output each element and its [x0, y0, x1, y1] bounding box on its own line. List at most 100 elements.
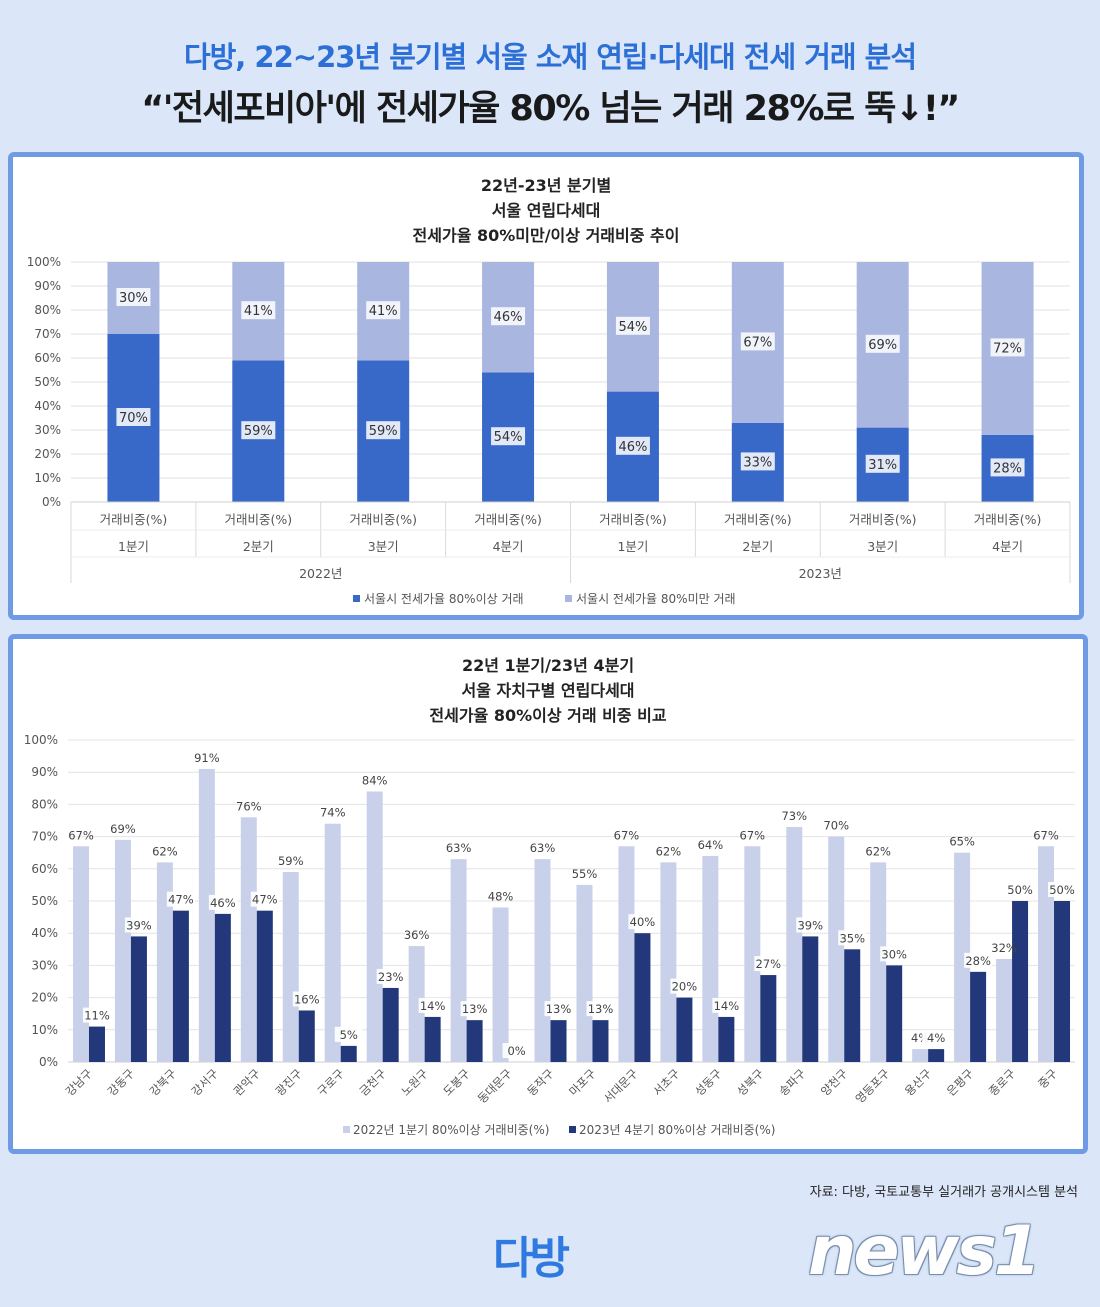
chart1-y-tick: 70%: [34, 327, 61, 341]
chart2-bar-2022q1: [198, 768, 215, 1062]
chart2-bar-2023q4: [592, 1020, 609, 1062]
chart1-quarter-label: 3분기: [368, 539, 399, 554]
chart2-data-label-2022: 74%: [320, 806, 346, 820]
chart1-data-label: 46%: [618, 440, 647, 455]
chart2-legend-label: 2023년 4분기 80%이상 거래비중(%): [579, 1123, 775, 1137]
chart2-data-label-2023: 0%: [507, 1044, 525, 1058]
chart2-bar-2022q1: [240, 817, 257, 1062]
chart2-bar-2023q4: [424, 1016, 441, 1062]
chart1-label-bg: [241, 421, 276, 440]
chart1-data-label: 70%: [119, 411, 148, 426]
chart2-title: 22년 1분기/23년 4분기 서울 자치구별 연립다세대 전세가율 80%이상…: [13, 653, 1083, 728]
chart2-data-label-2023: 11%: [84, 1009, 110, 1023]
chart2-legend-swatch: [343, 1126, 350, 1133]
chart1-data-label: 69%: [868, 338, 897, 353]
chart1-category-label: 거래비중(%): [849, 512, 917, 527]
chart2-bar-2022q1: [702, 855, 719, 1062]
chart2-label-bg: [376, 968, 405, 984]
chart2-label-bg: [670, 978, 699, 994]
chart2-data-label-2023: 47%: [168, 893, 194, 907]
chart1-label-bg: [740, 452, 775, 471]
chart1-quarter-label: 4분기: [493, 539, 524, 554]
chart2-district-label: 마포구: [566, 1066, 598, 1098]
chart1-label-bg: [116, 408, 151, 426]
chart2-district-label: 동대문구: [475, 1066, 515, 1106]
chart2-data-label-2023: 30%: [881, 947, 907, 961]
chart2-district-label: 구로구: [315, 1066, 347, 1098]
chart2-y-tick: 50%: [31, 894, 58, 908]
chart1-year-label: 2022년: [299, 566, 342, 581]
chart2-district-label: 양천구: [818, 1066, 850, 1098]
chart2-label-bg: [418, 997, 447, 1013]
chart2-legend-swatch: [569, 1126, 576, 1133]
chart2-bar-2023q4: [172, 910, 189, 1062]
chart2-district-label: 중구: [1035, 1066, 1060, 1091]
chart2-district-label: 서초구: [650, 1066, 682, 1098]
chart1-title-line: 서울 연립다세대: [491, 201, 601, 220]
chart2-bar-2022q1: [660, 862, 677, 1062]
chart1-legend-swatch: [565, 595, 572, 602]
chart1-label-bg: [865, 454, 900, 473]
chart2-label-bg: [124, 917, 153, 933]
chart2-district-label: 은평구: [944, 1066, 976, 1098]
chart2-district-label: 용산구: [902, 1066, 934, 1098]
chart2-data-label-2023: 14%: [714, 999, 740, 1013]
chart2-bar-2022q1: [324, 823, 341, 1062]
chart2-bar-2022q1: [870, 862, 887, 1062]
chart2-data-label-2022: 32%: [991, 941, 1017, 955]
chart2-district-label: 성북구: [734, 1066, 766, 1098]
chart2-bar-2023q4: [676, 997, 693, 1062]
chart2-data-label-2022: 67%: [740, 828, 766, 842]
chart2-data-label-2022: 63%: [530, 841, 556, 855]
source-note: 자료: 다방, 국토교통부 실거래가 공개시스템 분석: [809, 1185, 1078, 1200]
chart2-bar-2023q4: [466, 1020, 483, 1062]
chart2-district-label: 강남구: [63, 1066, 95, 1098]
chart1-y-tick: 10%: [34, 471, 61, 485]
chart2-bar-2023q4: [634, 933, 651, 1062]
chart1-category-label: 거래비중(%): [974, 512, 1042, 527]
chart2-data-label-2023: 40%: [630, 915, 656, 929]
chart2-label-bg: [1006, 882, 1035, 897]
chart1-label-bg: [990, 338, 1025, 357]
chart2-bar-2023q4: [214, 913, 231, 1062]
chart2-bar-2023q4: [844, 949, 861, 1062]
chart2-bar-2023q4: [382, 987, 399, 1062]
chart2-data-label-2022: 62%: [152, 844, 178, 858]
chart2-data-label-2022: 67%: [1033, 828, 1059, 842]
chart1-title: 22년-23년 분기별 서울 연립다세대 전세가율 80%미만/이상 거래비중 …: [13, 173, 1079, 248]
chart1-title-line: 전세가율 80%미만/이상 거래비중 추이: [412, 226, 680, 245]
chart2-title-line: 서울 자치구별 연립다세대: [461, 681, 635, 700]
chart1-label-bg: [366, 421, 401, 440]
chart1-legend-label: 서울시 전세가율 80%이상 거래: [364, 592, 524, 606]
chart2-label-bg: [922, 1030, 951, 1046]
chart2-bar-2023q4: [1054, 901, 1071, 1062]
chart2-title-line: 전세가율 80%이상 거래 비중 비교: [429, 706, 667, 725]
chart2-label-bg: [796, 917, 825, 933]
chart1-label-bg: [491, 307, 526, 326]
chart2-label-bg: [838, 930, 867, 946]
chart2-data-label-2022: 76%: [236, 799, 262, 813]
chart2-plot: 0% 10% 20% 30% 40% 50% 60% 70% 80% 90% 100% 67% 11% 강…: [24, 733, 1077, 1137]
chart2-bar-2022q1: [996, 958, 1013, 1062]
chart1-quarter-label: 2분기: [243, 539, 274, 554]
chart2-district-label: 영등포구: [852, 1066, 892, 1106]
chart2-bar-2023q4: [256, 910, 273, 1062]
chart1-title-line: 22년-23년 분기별: [480, 176, 612, 195]
chart2-data-label-2022: 59%: [278, 854, 304, 868]
chart2-label-bg: [334, 1026, 363, 1042]
chart2-data-label-2022: 67%: [614, 828, 640, 842]
chart2-label-bg: [586, 1001, 615, 1017]
chart2-label-bg: [250, 891, 279, 907]
chart2-bar-2023q4: [88, 1026, 105, 1062]
chart1-y-tick: 60%: [34, 351, 61, 365]
chart2-label-bg: [502, 1043, 531, 1058]
chart2-label-bg: [544, 1001, 573, 1017]
chart1-data-label: 28%: [993, 461, 1022, 476]
chart1-data-label: 41%: [244, 304, 273, 319]
chart1-y-tick: 30%: [34, 423, 61, 437]
chart2-district-label: 송파구: [776, 1066, 808, 1098]
chart2-data-label-2023: 27%: [756, 957, 782, 971]
chart2-bar-2023q4: [550, 1020, 567, 1062]
chart1-y-tick: 40%: [34, 399, 61, 413]
chart1-quarter-label: 3분기: [867, 539, 898, 554]
